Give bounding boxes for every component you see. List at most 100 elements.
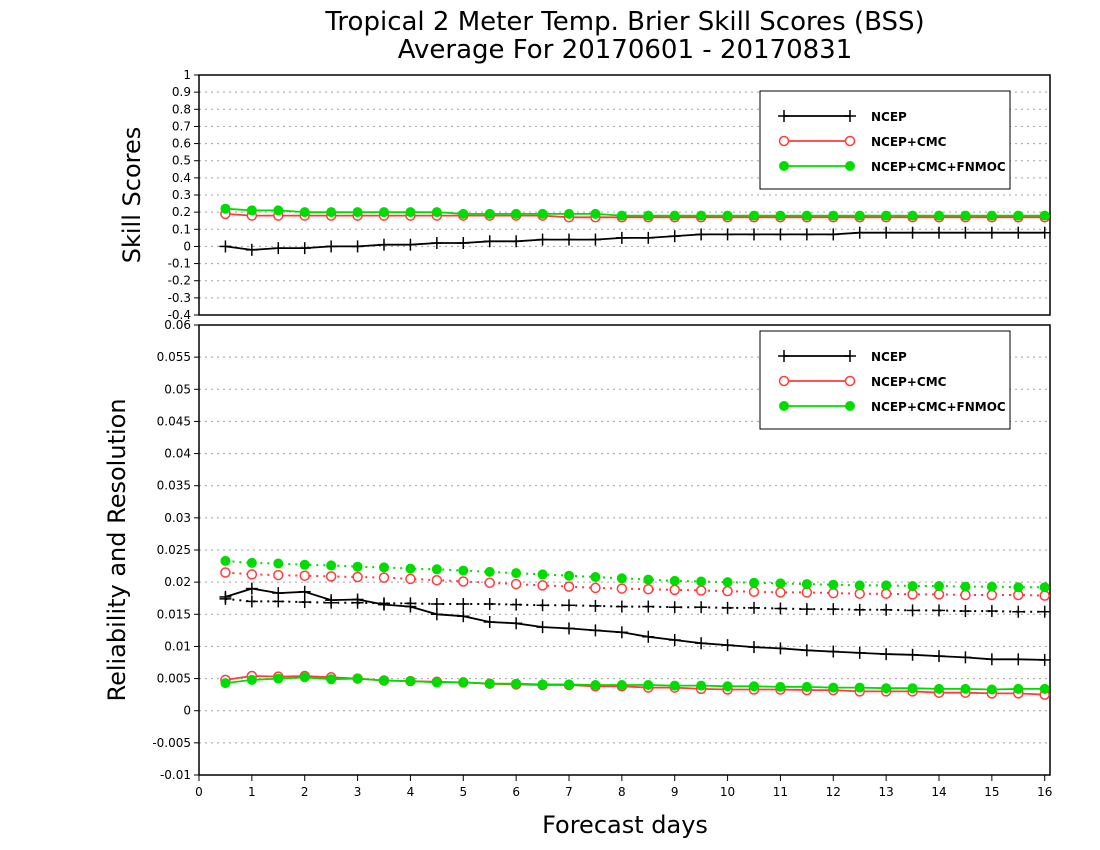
data-point xyxy=(458,576,469,587)
data-point xyxy=(378,238,390,251)
data-point xyxy=(828,682,839,693)
data-point xyxy=(827,603,840,616)
y-tick-label: 0.3 xyxy=(172,188,191,202)
data-point xyxy=(483,235,496,248)
x-tick-label: 0 xyxy=(195,785,203,799)
data-point xyxy=(669,680,680,691)
y-tick-label: 0.015 xyxy=(157,607,191,621)
legend-label: NCEP+CMC+FNMOC xyxy=(871,160,1006,174)
data-point xyxy=(881,580,892,591)
x-tick-label: 3 xyxy=(354,785,362,799)
data-point xyxy=(245,595,258,608)
data-point xyxy=(616,573,627,584)
data-point xyxy=(564,570,574,581)
data-point xyxy=(1039,590,1050,601)
y-tick-label: 0.04 xyxy=(164,447,191,461)
data-point xyxy=(220,567,231,578)
legend-marker xyxy=(845,401,855,411)
data-point xyxy=(511,678,522,689)
data-point xyxy=(590,582,601,594)
data-point xyxy=(696,210,707,221)
series-ncep xyxy=(219,226,1051,256)
data-point xyxy=(749,577,759,588)
legend-marker xyxy=(778,110,790,122)
reliability-resolution-panel: 0.06 0.055 0.05 0.045 0.04 0.035 0.03 0.025 0.02… xyxy=(103,318,1051,782)
legend-marker xyxy=(778,375,790,387)
data-point xyxy=(1039,582,1050,593)
series-line xyxy=(225,231,1045,251)
y-tick-label: 0.045 xyxy=(157,414,191,428)
data-point xyxy=(1038,605,1051,618)
data-point xyxy=(272,595,285,608)
data-point xyxy=(801,579,812,590)
data-point xyxy=(590,680,601,690)
legend: NCEP NCEP+CMC NCEP+CMC+FNMOC xyxy=(759,90,1011,190)
series-dotted-5 xyxy=(220,555,1050,593)
y-tick-label: -0.3 xyxy=(168,291,191,305)
data-point xyxy=(325,240,338,253)
data-point xyxy=(800,603,813,616)
data-point xyxy=(986,210,997,221)
data-point xyxy=(431,207,442,218)
legend-marker xyxy=(778,135,790,147)
data-point xyxy=(246,205,257,216)
legend-box xyxy=(759,330,1011,430)
data-point xyxy=(907,581,918,591)
data-point xyxy=(696,576,707,587)
data-point xyxy=(959,605,972,618)
data-point xyxy=(220,555,231,566)
data-point xyxy=(537,208,548,219)
data-point xyxy=(378,572,390,583)
data-point xyxy=(801,210,812,221)
data-point xyxy=(352,561,363,572)
data-point xyxy=(484,577,495,589)
data-point xyxy=(985,605,998,618)
data-point xyxy=(273,205,284,216)
data-point xyxy=(272,242,285,255)
series-line xyxy=(225,597,1045,613)
legend-marker xyxy=(844,350,856,362)
y-tick-label: 0 xyxy=(183,704,191,718)
data-point xyxy=(273,558,284,569)
data-point xyxy=(615,600,628,613)
y-tick-label: 1 xyxy=(183,68,191,82)
data-point xyxy=(854,210,865,221)
legend-marker xyxy=(844,135,856,147)
data-point xyxy=(245,582,258,595)
data-point xyxy=(563,622,575,635)
y-tick-label: 0.005 xyxy=(157,672,191,686)
data-point xyxy=(748,586,760,598)
y-axis-label: Reliability and Resolution xyxy=(103,398,131,701)
legend-item: NCEP xyxy=(778,350,907,364)
data-point xyxy=(431,564,442,575)
x-tick-label: 10 xyxy=(720,785,735,799)
data-point xyxy=(536,599,549,612)
data-point xyxy=(721,639,734,652)
data-point xyxy=(298,596,311,609)
data-point xyxy=(299,207,310,218)
data-point xyxy=(1038,226,1051,239)
data-point xyxy=(379,207,389,218)
data-point xyxy=(721,601,734,614)
data-point xyxy=(959,226,972,239)
y-tick-label: 0.055 xyxy=(157,350,191,364)
y-tick-label: -0.1 xyxy=(168,257,191,271)
data-point xyxy=(325,571,337,582)
data-point xyxy=(537,679,548,690)
data-point xyxy=(695,585,707,596)
data-point xyxy=(1013,683,1024,694)
y-tick-label: 0.4 xyxy=(172,171,191,185)
series-line xyxy=(225,207,1045,217)
series-dotted-3 xyxy=(219,592,1051,618)
data-point xyxy=(775,587,786,598)
data-point xyxy=(933,226,945,239)
data-point xyxy=(616,583,628,594)
data-point xyxy=(430,237,443,249)
y-axis-label: Skill Scores xyxy=(118,127,146,264)
y-tick-label: 0.01 xyxy=(164,639,191,653)
data-point xyxy=(564,208,574,219)
data-point xyxy=(1039,683,1050,694)
legend-label: NCEP xyxy=(871,110,907,124)
data-point xyxy=(404,597,417,610)
